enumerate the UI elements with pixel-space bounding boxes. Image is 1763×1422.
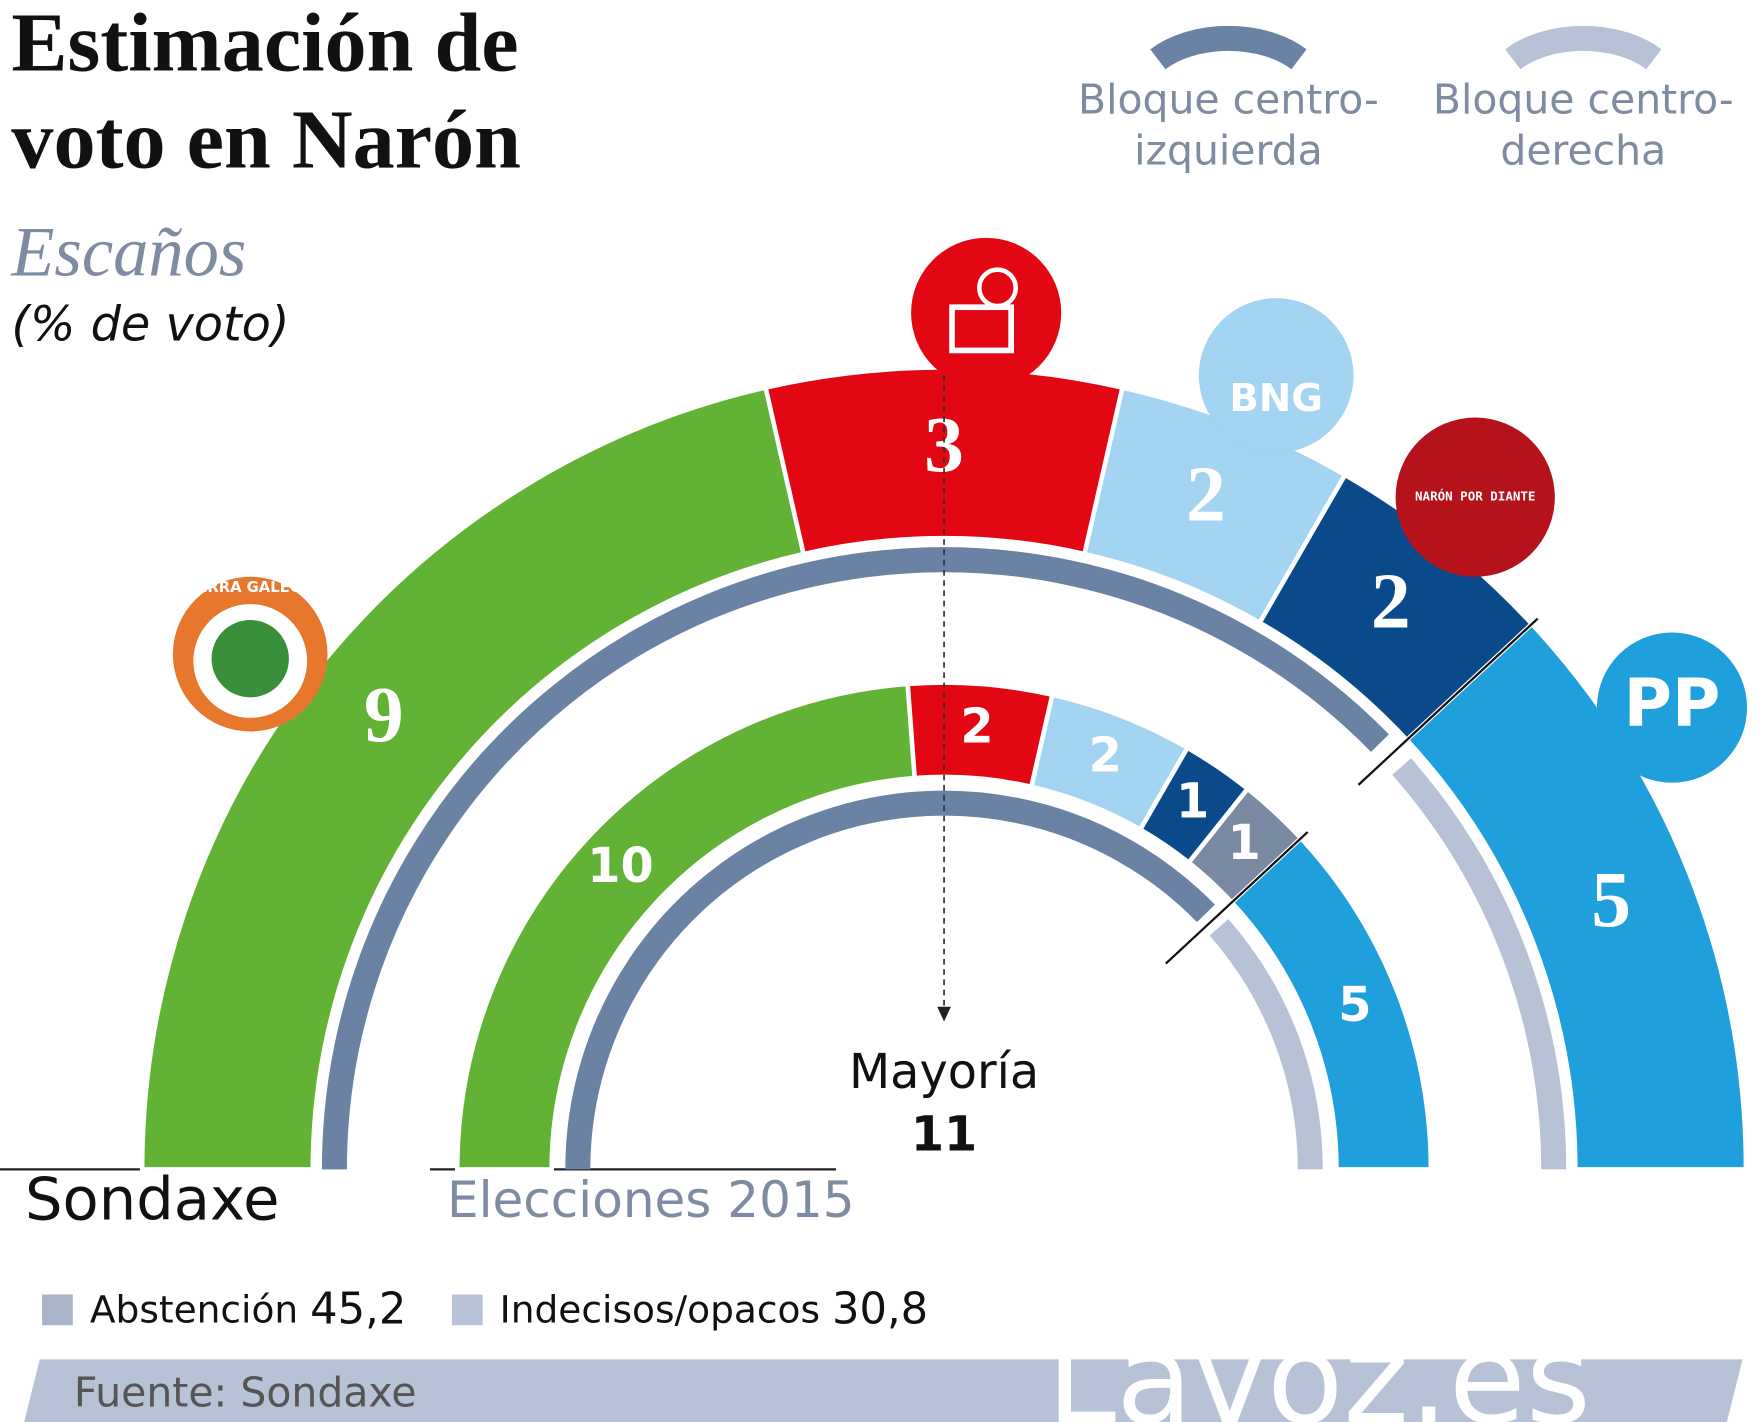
value-label: 2 (960, 699, 993, 754)
party-logo (1596, 632, 1748, 783)
value-label: 2 (1186, 451, 1226, 539)
value-label: 2 (1089, 729, 1122, 784)
stat-swatch (42, 1294, 73, 1326)
value-label: 3 (924, 401, 964, 489)
chart-note: (% de voto) (11, 298, 289, 353)
logo-tree (211, 620, 289, 698)
value-label: 5 (1591, 856, 1631, 944)
party-logo (1395, 417, 1555, 577)
logo-text: BNG (1229, 376, 1323, 421)
logo-text: NARÓN POR DIANTE (1415, 489, 1535, 504)
bloc-divider (1357, 617, 1539, 786)
logo-fist (949, 304, 1015, 354)
logo-text: PP (1624, 665, 1721, 742)
bloc-rail (1392, 758, 1567, 1170)
bloc-divider (1165, 831, 1309, 965)
stat-label: Indecisos/opacos 30,8 (500, 1284, 929, 1334)
chart-title: voto en Narón (11, 93, 521, 186)
source-bar (24, 1359, 1743, 1422)
party-logo (911, 237, 1062, 388)
legend-label: Bloque centro- (1433, 75, 1734, 123)
stat-name: Abstención (90, 1287, 298, 1331)
logo-text: TERRA GALEGA (187, 579, 314, 596)
stat-swatch (451, 1294, 483, 1326)
stat-label: Abstención 45,2 (90, 1284, 407, 1334)
value-label: 1 (1228, 816, 1261, 871)
arrow-head (937, 1006, 951, 1022)
seat-segment (1228, 835, 1434, 1172)
legend-label: Bloque centro- (1078, 75, 1379, 123)
source: Fuente: Sondaxe (74, 1369, 417, 1417)
value-label: 9 (364, 671, 404, 759)
legend-arc (1505, 25, 1662, 70)
series-label: Sondaxe (25, 1165, 280, 1234)
majority-value: 11 (911, 1108, 977, 1163)
stat-name: Indecisos/opacos (500, 1287, 820, 1331)
value-label: 2 (1371, 557, 1411, 645)
series-label: Elecciones 2015 (447, 1171, 855, 1229)
chart-subtitle: Escaños (10, 214, 246, 292)
bloc-rail (321, 547, 1389, 1170)
value-label: 10 (587, 839, 653, 894)
seat-segment (139, 384, 807, 1172)
legend-label: derecha (1500, 127, 1666, 175)
majority-label: Mayoría (849, 1045, 1039, 1100)
stat-value: 45,2 (310, 1284, 406, 1334)
bloc-rail (1209, 919, 1323, 1170)
brand: Lavoz.es (1046, 1306, 1591, 1422)
bloc-rail (565, 790, 1215, 1170)
party-logo (1198, 298, 1354, 453)
legend-arc (1150, 25, 1307, 70)
stat-value: 30,8 (832, 1284, 928, 1334)
legend-label: izquierda (1134, 127, 1323, 175)
value-label: 1 (1176, 775, 1209, 830)
chart-title: Estimación de (11, 0, 518, 90)
value-label: 5 (1338, 978, 1371, 1033)
